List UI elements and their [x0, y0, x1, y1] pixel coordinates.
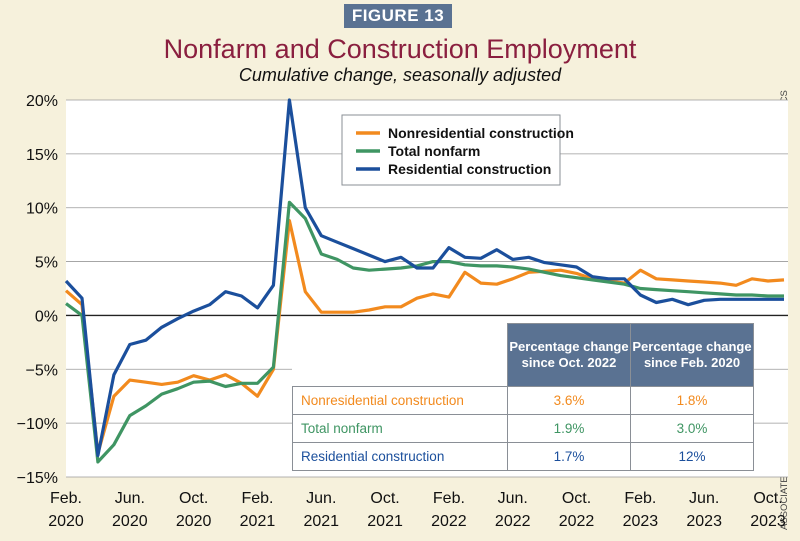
x-tick-label: 2023 [750, 513, 786, 530]
figure-label: FIGURE 13 [344, 4, 452, 28]
table-corner [293, 324, 508, 387]
x-tick-label: 2021 [240, 513, 276, 530]
y-tick-label: 15% [26, 147, 58, 164]
y-tick-label: 10% [26, 201, 58, 218]
x-tick-label: Jun. [306, 490, 336, 507]
x-tick-label: Oct. [753, 490, 782, 507]
table-cell: 1.9% [507, 414, 631, 443]
x-tick-label: Feb. [50, 490, 82, 507]
table-cell: 1.8% [630, 386, 754, 415]
chart-title: Nonfarm and Construction Employment [163, 34, 637, 64]
x-tick-label: 2023 [623, 513, 659, 530]
x-tick-label: Jun. [498, 490, 528, 507]
x-tick-label: 2020 [112, 513, 148, 530]
x-tick-label: Feb. [433, 490, 465, 507]
row-label-residential: Residential construction [292, 442, 508, 471]
x-tick-label: Feb. [241, 490, 273, 507]
y-tick-label: 20% [26, 93, 58, 110]
y-tick-label: −5% [26, 362, 58, 379]
y-tick-label: −15% [17, 470, 58, 487]
row-label-total-nonfarm: Total nonfarm [292, 414, 508, 443]
x-tick-label: Oct. [562, 490, 591, 507]
legend-label: Total nonfarm [388, 143, 480, 159]
x-tick-label: Jun. [689, 490, 719, 507]
series-line-1 [65, 200, 784, 464]
row-label-nonresidential: Nonresidential construction [292, 386, 508, 415]
table-header-row: Percentage change since Oct. 2022 Percen… [293, 323, 754, 387]
table-cell: 3.6% [507, 386, 631, 415]
table-row: Total nonfarm 1.9% 3.0% [292, 414, 754, 443]
x-tick-label: 2020 [176, 513, 212, 530]
x-tick-label: 2020 [48, 513, 84, 530]
table-cell: 1.7% [507, 442, 631, 471]
x-tick-label: 2022 [431, 513, 467, 530]
table-header-feb-2020: Percentage change since Feb. 2020 [630, 323, 754, 387]
legend-label: Nonresidential construction [388, 125, 574, 141]
x-tick-label: 2021 [367, 513, 403, 530]
table-cell: 3.0% [630, 414, 754, 443]
table-row: Residential construction 1.7% 12% [292, 442, 754, 471]
y-tick-label: 5% [35, 255, 58, 272]
x-tick-label: 2022 [559, 513, 595, 530]
stats-table: Percentage change since Oct. 2022 Percen… [292, 323, 754, 471]
table-header-oct-2022: Percentage change since Oct. 2022 [507, 323, 631, 387]
legend-label: Residential construction [388, 161, 551, 177]
x-tick-label: Oct. [370, 490, 399, 507]
x-tick-label: 2022 [495, 513, 531, 530]
x-tick-label: 2021 [303, 513, 339, 530]
x-tick-label: 2023 [686, 513, 722, 530]
x-tick-label: Feb. [624, 490, 656, 507]
table-row: Nonresidential construction 3.6% 1.8% [292, 386, 754, 415]
x-tick-label: Jun. [115, 490, 145, 507]
y-tick-label: 0% [35, 308, 58, 325]
x-tick-label: Oct. [179, 490, 208, 507]
y-tick-label: −10% [17, 416, 58, 433]
series-line-2 [64, 98, 784, 458]
table-cell: 12% [630, 442, 754, 471]
chart-subtitle: Cumulative change, seasonally adjusted [238, 65, 562, 85]
series-line-0 [64, 219, 785, 455]
